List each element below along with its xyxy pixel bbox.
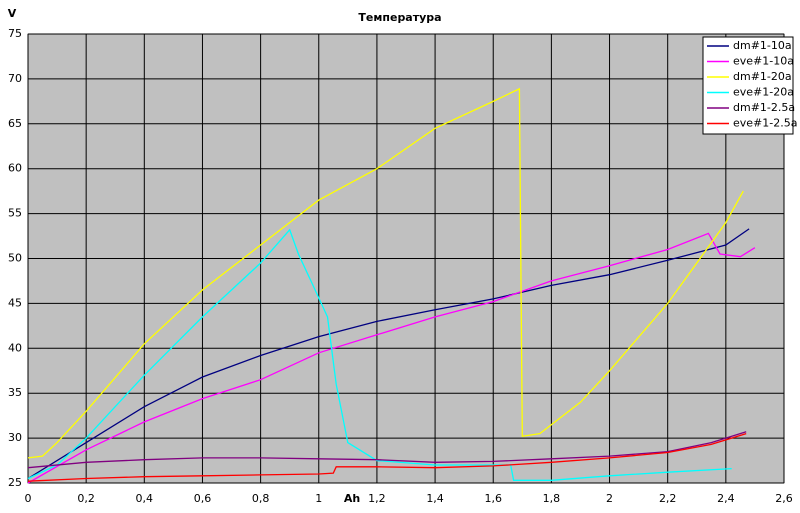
y-tick-label: 40 bbox=[8, 341, 22, 354]
y-tick-label: 45 bbox=[8, 296, 22, 309]
y-tick-label: 60 bbox=[8, 162, 22, 175]
legend-label: eve#1-10a bbox=[733, 55, 794, 68]
series-line bbox=[27, 228, 732, 481]
x-tick-label: 1 bbox=[315, 492, 322, 505]
y-tick-label: 50 bbox=[8, 252, 22, 265]
x-tick-label: 0,4 bbox=[136, 492, 154, 505]
x-tick-label: 2,2 bbox=[659, 492, 677, 505]
series-line bbox=[27, 431, 747, 469]
y-tick-label: 30 bbox=[8, 431, 22, 444]
legend-label: dm#1-20a bbox=[733, 70, 792, 83]
x-tick-label: 1,2 bbox=[368, 492, 386, 505]
legend-box bbox=[702, 36, 794, 135]
legend-label: eve#1-2.5a bbox=[733, 117, 797, 130]
x-tick-label: 1,8 bbox=[543, 492, 561, 505]
series-line bbox=[27, 87, 744, 459]
x-tick-label: 2,6 bbox=[775, 492, 793, 505]
x-tick-label: 0,8 bbox=[252, 492, 270, 505]
legend-label: eve#1-20a bbox=[733, 86, 794, 99]
x-tick-label: 0 bbox=[25, 492, 32, 505]
chart-title: Температура bbox=[358, 11, 441, 24]
series-line bbox=[27, 232, 756, 484]
y-tick-label: 65 bbox=[8, 117, 22, 130]
y-axis-label: V bbox=[8, 7, 17, 20]
x-tick-label: 2,4 bbox=[717, 492, 735, 505]
y-tick-label: 75 bbox=[8, 27, 22, 40]
x-tick-label: 0,2 bbox=[77, 492, 95, 505]
x-axis-label: Ah bbox=[344, 492, 360, 505]
x-tick-label: 1,6 bbox=[484, 492, 502, 505]
legend-label: dm#1-2.5a bbox=[733, 101, 795, 114]
x-tick-label: 0,6 bbox=[194, 492, 212, 505]
y-tick-label: 35 bbox=[8, 386, 22, 399]
x-tick-label: 1,4 bbox=[426, 492, 444, 505]
y-tick-label: 25 bbox=[8, 476, 22, 489]
y-tick-label: 55 bbox=[8, 207, 22, 220]
y-tick-label: 70 bbox=[8, 72, 22, 85]
x-tick-label: 2 bbox=[606, 492, 613, 505]
legend-label: dm#1-10a bbox=[733, 39, 792, 52]
series-line bbox=[27, 228, 750, 480]
series-line bbox=[27, 432, 747, 482]
